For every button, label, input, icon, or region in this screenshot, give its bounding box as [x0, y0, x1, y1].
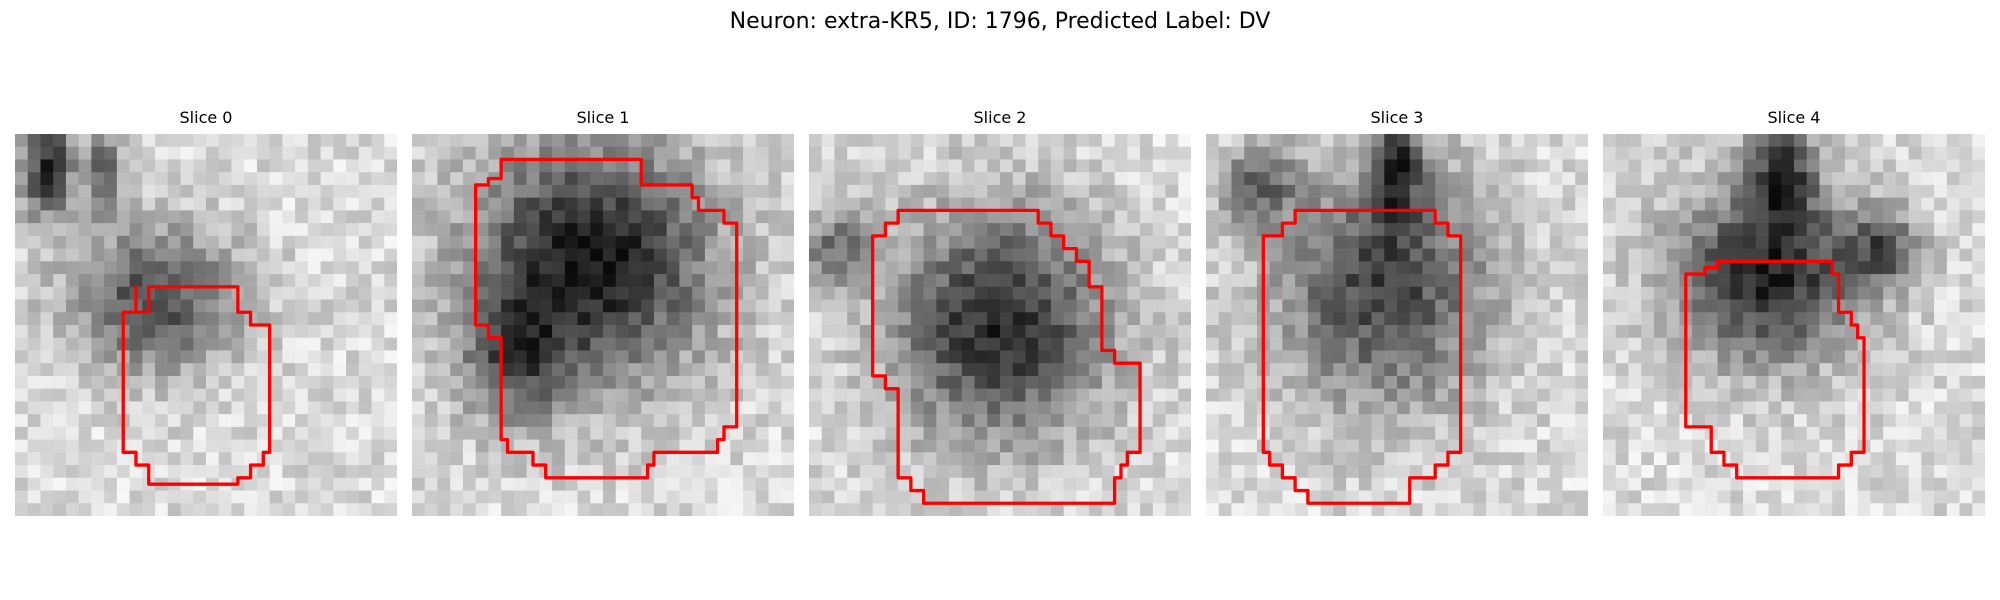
grayscale-cells [1603, 134, 1985, 516]
slice-panel-4: Slice 4 [1603, 0, 1985, 600]
figure-title: Neuron: extra-KR5, ID: 1796, Predicted L… [729, 9, 1271, 34]
slice-title: Slice 1 [576, 108, 630, 127]
slice-image [1603, 134, 1985, 516]
slice-panel-2: Slice 2 [809, 0, 1191, 600]
grayscale-cells [1206, 134, 1588, 516]
segmentation-outline [1261, 208, 1463, 505]
slice-image [1206, 134, 1588, 516]
grayscale-cells [809, 134, 1191, 516]
segmentation-outline [871, 208, 1142, 505]
segmentation-outline [474, 157, 739, 480]
slice-title: Slice 3 [1370, 108, 1424, 127]
segmentation-outline [1684, 259, 1866, 480]
slice-image [412, 134, 794, 516]
grayscale-cells [412, 134, 794, 516]
slice-title: Slice 4 [1767, 108, 1821, 127]
slice-title: Slice 2 [973, 108, 1027, 127]
slice-panel-1: Slice 1 [412, 0, 794, 600]
slice-panel-3: Slice 3 [1206, 0, 1588, 600]
segmentation-outline [121, 285, 272, 486]
slice-image [809, 134, 1191, 516]
grayscale-cells [15, 134, 397, 516]
slice-image [15, 134, 397, 516]
slice-title: Slice 0 [179, 108, 233, 127]
slice-panel-0: Slice 0 [15, 0, 397, 600]
